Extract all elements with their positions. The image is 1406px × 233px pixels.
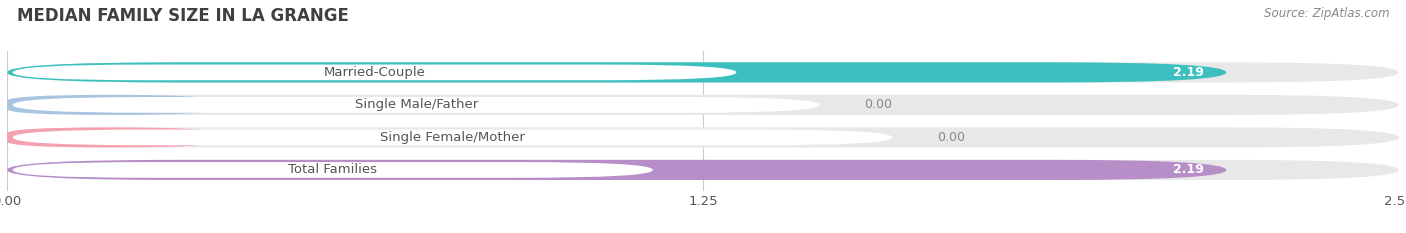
FancyBboxPatch shape xyxy=(13,65,737,80)
FancyBboxPatch shape xyxy=(7,127,214,147)
FancyBboxPatch shape xyxy=(13,97,820,113)
FancyBboxPatch shape xyxy=(7,62,1226,82)
FancyBboxPatch shape xyxy=(7,160,1399,180)
Text: 0.00: 0.00 xyxy=(865,98,893,111)
FancyBboxPatch shape xyxy=(13,130,893,145)
Text: 2.19: 2.19 xyxy=(1173,163,1204,176)
FancyBboxPatch shape xyxy=(13,162,652,178)
FancyBboxPatch shape xyxy=(7,95,1399,115)
FancyBboxPatch shape xyxy=(7,127,1399,147)
Text: Married-Couple: Married-Couple xyxy=(323,66,426,79)
Text: Source: ZipAtlas.com: Source: ZipAtlas.com xyxy=(1264,7,1389,20)
Text: Single Male/Father: Single Male/Father xyxy=(354,98,478,111)
Text: MEDIAN FAMILY SIZE IN LA GRANGE: MEDIAN FAMILY SIZE IN LA GRANGE xyxy=(17,7,349,25)
Text: 2.19: 2.19 xyxy=(1173,66,1204,79)
FancyBboxPatch shape xyxy=(7,95,214,115)
FancyBboxPatch shape xyxy=(7,62,1399,82)
Text: Total Families: Total Families xyxy=(288,163,377,176)
Text: 0.00: 0.00 xyxy=(936,131,965,144)
FancyBboxPatch shape xyxy=(7,160,1226,180)
Text: Single Female/Mother: Single Female/Mother xyxy=(380,131,524,144)
